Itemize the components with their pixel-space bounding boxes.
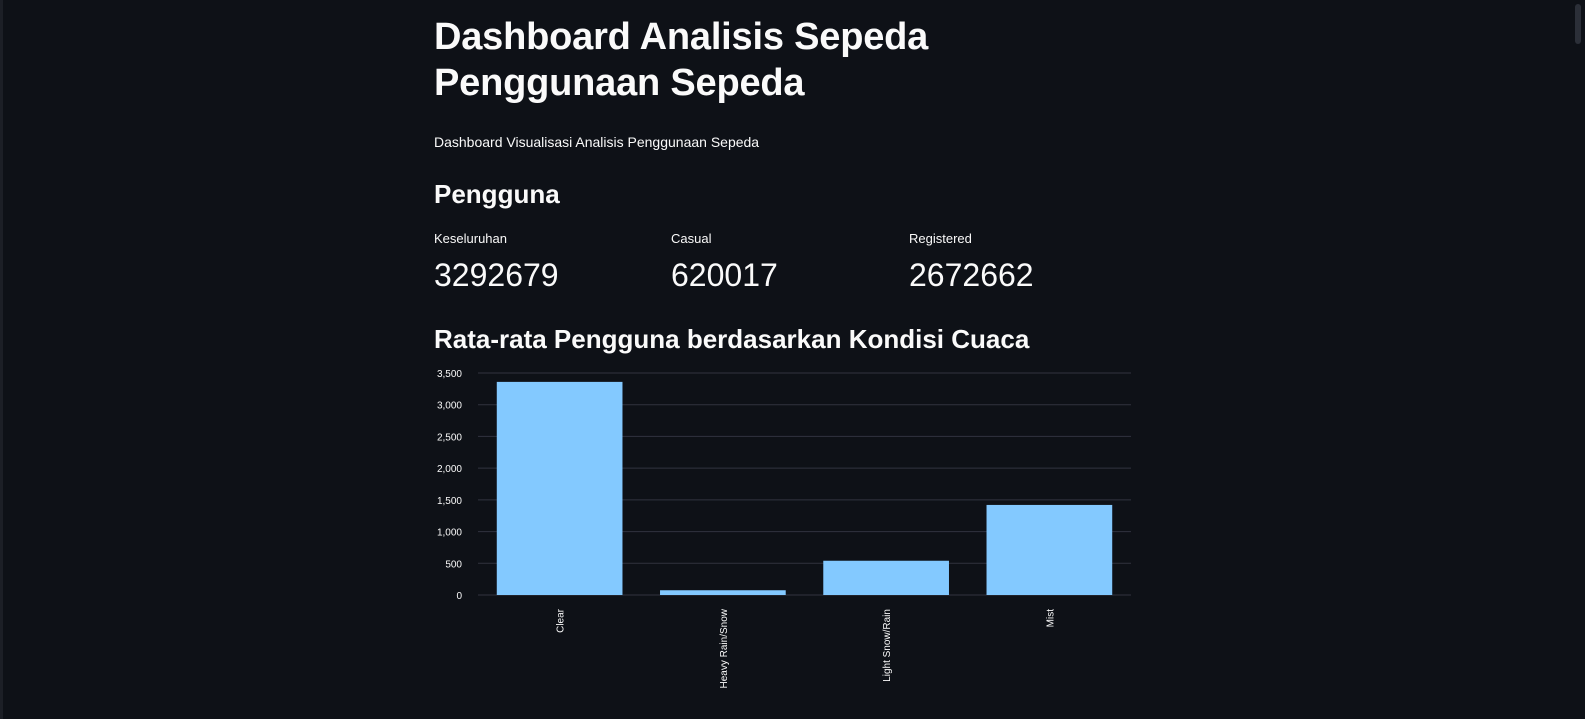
x-tick-label: Clear [556, 608, 567, 633]
weather-bar-chart: 0 500 1,000 1,500 2,000 2,500 3,000 3,500 Clear H… [437, 369, 1131, 688]
y-tick-label: 0 [456, 591, 462, 602]
weather-bar-chart-container: 0 500 1,000 1,500 2,000 2,500 3,000 3,500 Clear H… [434, 362, 1144, 717]
scrollbar[interactable] [1567, 0, 1585, 719]
x-tick-label: Heavy Rain/Snow [719, 608, 730, 688]
y-tick-label: 3,000 [437, 401, 462, 412]
users-section-title: Pengguna [434, 179, 560, 209]
metric-total: Keseluruhan 3292679 [434, 231, 559, 295]
metric-casual-value: 620017 [671, 257, 778, 293]
bar-clear[interactable] [496, 381, 623, 595]
y-tick-label: 2,000 [437, 464, 462, 475]
y-tick-label: 2,500 [437, 432, 462, 443]
x-tick-label: Mist [1045, 609, 1056, 628]
bar-heavy-rain-snow[interactable] [660, 590, 786, 595]
metric-casual-label: Casual [671, 231, 712, 246]
metric-total-label: Keseluruhan [434, 231, 507, 246]
metric-registered: Registered 2672662 [909, 231, 1034, 295]
bar-mist[interactable] [986, 504, 1113, 595]
scrollbar-thumb[interactable] [1575, 4, 1581, 44]
metric-registered-value: 2672662 [909, 257, 1034, 293]
page-caption: Dashboard Visualisasi Analisis Penggunaa… [434, 134, 760, 150]
metric-casual: Casual 620017 [671, 231, 778, 295]
metric-registered-label: Registered [909, 231, 972, 246]
y-tick-label: 500 [445, 559, 462, 570]
page-title-line-1: Dashboard Analisis Sepeda [434, 16, 929, 58]
page-title: Dashboard Analisis Sepeda Penggunaan Sep… [434, 14, 1134, 106]
window-edge [0, 0, 3, 719]
y-tick-label: 1,500 [437, 496, 462, 507]
weather-section-title: Rata-rata Pengguna berdasarkan Kondisi C… [434, 324, 1030, 354]
page-title-line-2: Penggunaan Sepeda [434, 62, 805, 104]
bar-light-snow-rain[interactable] [823, 560, 949, 595]
x-tick-label: Light Snow/Rain [882, 609, 893, 682]
y-tick-label: 1,000 [437, 528, 462, 539]
y-tick-label: 3,500 [437, 369, 462, 380]
metric-total-value: 3292679 [434, 257, 559, 293]
